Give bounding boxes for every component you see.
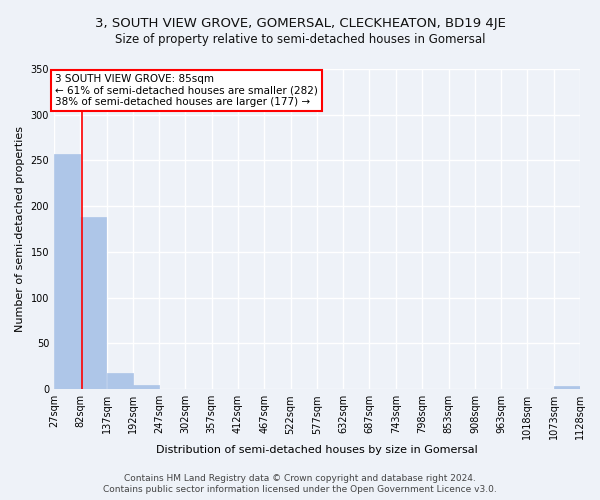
Bar [554,386,580,389]
Text: 3 SOUTH VIEW GROVE: 85sqm
← 61% of semi-detached houses are smaller (282)
38% of: 3 SOUTH VIEW GROVE: 85sqm ← 61% of semi-… [55,74,318,107]
X-axis label: Distribution of semi-detached houses by size in Gomersal: Distribution of semi-detached houses by … [156,445,478,455]
Bar [54,154,80,389]
Text: Contains HM Land Registry data © Crown copyright and database right 2024.
Contai: Contains HM Land Registry data © Crown c… [103,474,497,494]
Bar [133,384,159,389]
Bar [80,217,106,389]
Text: 3, SOUTH VIEW GROVE, GOMERSAL, CLECKHEATON, BD19 4JE: 3, SOUTH VIEW GROVE, GOMERSAL, CLECKHEAT… [95,18,505,30]
Text: Size of property relative to semi-detached houses in Gomersal: Size of property relative to semi-detach… [115,32,485,46]
Y-axis label: Number of semi-detached properties: Number of semi-detached properties [15,126,25,332]
Bar [107,372,133,389]
